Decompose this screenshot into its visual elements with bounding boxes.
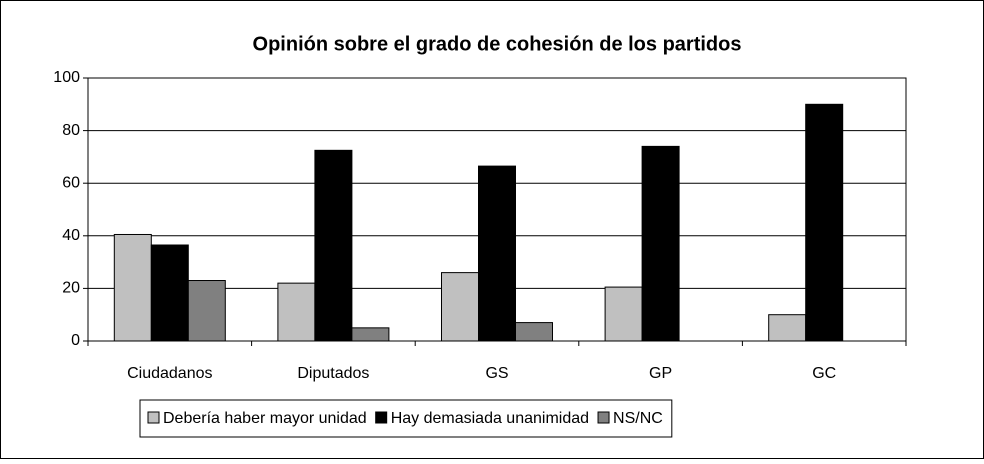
- bar: [515, 322, 553, 342]
- bar: [150, 244, 189, 342]
- legend: [139, 399, 673, 438]
- legend-swatch: [375, 411, 388, 424]
- x-tick-label: Ciudadanos: [127, 365, 212, 382]
- y-tick-label: 40: [62, 227, 80, 244]
- y-tick-label: 100: [53, 69, 80, 86]
- legend-swatch: [147, 411, 160, 424]
- x-tick-label: GP: [649, 365, 672, 382]
- bar: [314, 149, 353, 342]
- bar: [277, 282, 316, 342]
- bar: [604, 286, 643, 342]
- y-tick-label: 80: [62, 122, 80, 139]
- x-tick-label: GS: [485, 365, 508, 382]
- bar: [641, 145, 680, 342]
- y-tick-label: 0: [71, 332, 80, 349]
- bar: [187, 280, 226, 342]
- bar: [768, 314, 807, 342]
- bar: [441, 272, 479, 342]
- y-tick-label: 20: [62, 280, 80, 297]
- legend-swatch: [597, 411, 610, 424]
- legend-label: Hay demasiada unanimidad: [391, 410, 589, 427]
- bar: [113, 233, 152, 342]
- chart-title: Opinión sobre el grado de cohesión de lo…: [253, 33, 742, 55]
- x-tick-label: GC: [812, 365, 836, 382]
- legend-label: Debería haber mayor unidad: [163, 410, 367, 427]
- legend-label: NS/NC: [613, 410, 663, 427]
- bar: [478, 165, 516, 342]
- bar: [805, 103, 844, 342]
- y-tick-label: 60: [62, 174, 80, 191]
- bar: [351, 327, 390, 342]
- x-tick-label: Diputados: [297, 365, 369, 382]
